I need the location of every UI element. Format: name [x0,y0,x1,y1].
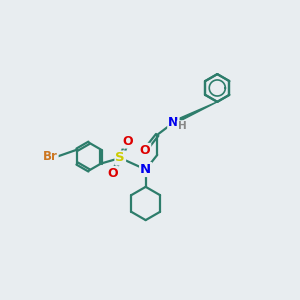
Text: S: S [116,152,125,164]
Polygon shape [173,102,217,124]
Text: H: H [178,121,186,131]
Text: O: O [140,144,150,157]
Text: N: N [168,116,178,129]
Text: N: N [140,163,151,176]
Text: O: O [107,167,118,180]
Text: O: O [123,135,133,148]
Text: Br: Br [43,150,58,163]
